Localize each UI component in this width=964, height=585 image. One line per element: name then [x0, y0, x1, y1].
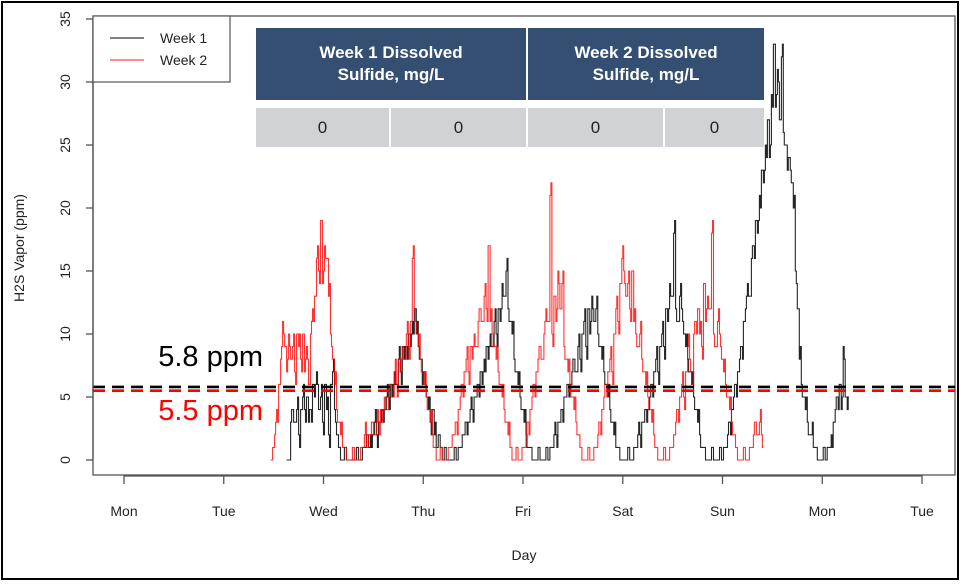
legend-label-week1: Week 1: [160, 30, 207, 46]
legend-box: [92, 15, 231, 83]
series-layer: [270, 43, 850, 461]
annotation-5-8-ppm: 5.8 ppm: [158, 341, 263, 373]
legend-label-week2: Week 2: [160, 52, 207, 68]
y-tick-label: 5: [57, 393, 73, 401]
y-tick-label: 0: [57, 456, 73, 464]
x-tick-label: Sat: [612, 503, 633, 519]
y-tick-label: 15: [57, 263, 73, 279]
legend: Week 1 Week 2: [92, 15, 231, 83]
table-header-week2: Week 2 Dissolved Sulfide, mg/L: [528, 28, 764, 100]
table-cell: 0: [391, 108, 528, 147]
y-tick-label: 30: [57, 74, 73, 90]
x-tick-label: Mon: [110, 503, 137, 519]
y-axis-title: H2S Vapor (ppm): [11, 194, 27, 302]
x-tick-label: Thu: [411, 503, 435, 519]
x-tick-label: Tue: [910, 503, 934, 519]
y-tick-label: 35: [57, 11, 73, 27]
x-tick-label: Fri: [515, 503, 531, 519]
reference-lines: [93, 385, 955, 393]
x-tick-label: Wed: [309, 503, 338, 519]
x-tick-label: Sun: [710, 503, 735, 519]
dissolved-sulfide-table: Week 1 Dissolved Sulfide, mg/L Week 2 Dis…: [256, 28, 764, 147]
x-tick-label: Mon: [809, 503, 836, 519]
y-axis: 0 5 10 15 20 25 30 35: [57, 11, 94, 464]
y-tick-label: 20: [57, 200, 73, 216]
table-cell: 0: [528, 108, 665, 147]
table-cell: 0: [256, 108, 391, 147]
annotation-5-5-ppm: 5.5 ppm: [158, 395, 263, 427]
x-axis-title: Day: [512, 547, 537, 563]
y-tick-label: 25: [57, 137, 73, 153]
table-header-week1: Week 1 Dissolved Sulfide, mg/L: [256, 28, 528, 100]
x-axis: Mon Tue Wed Thu Fri Sat Sun Mon Tue: [110, 475, 934, 519]
x-tick-label: Tue: [212, 503, 236, 519]
series-line-week-2: [270, 182, 764, 461]
table-cell: 0: [665, 108, 764, 147]
y-tick-label: 10: [57, 326, 73, 342]
